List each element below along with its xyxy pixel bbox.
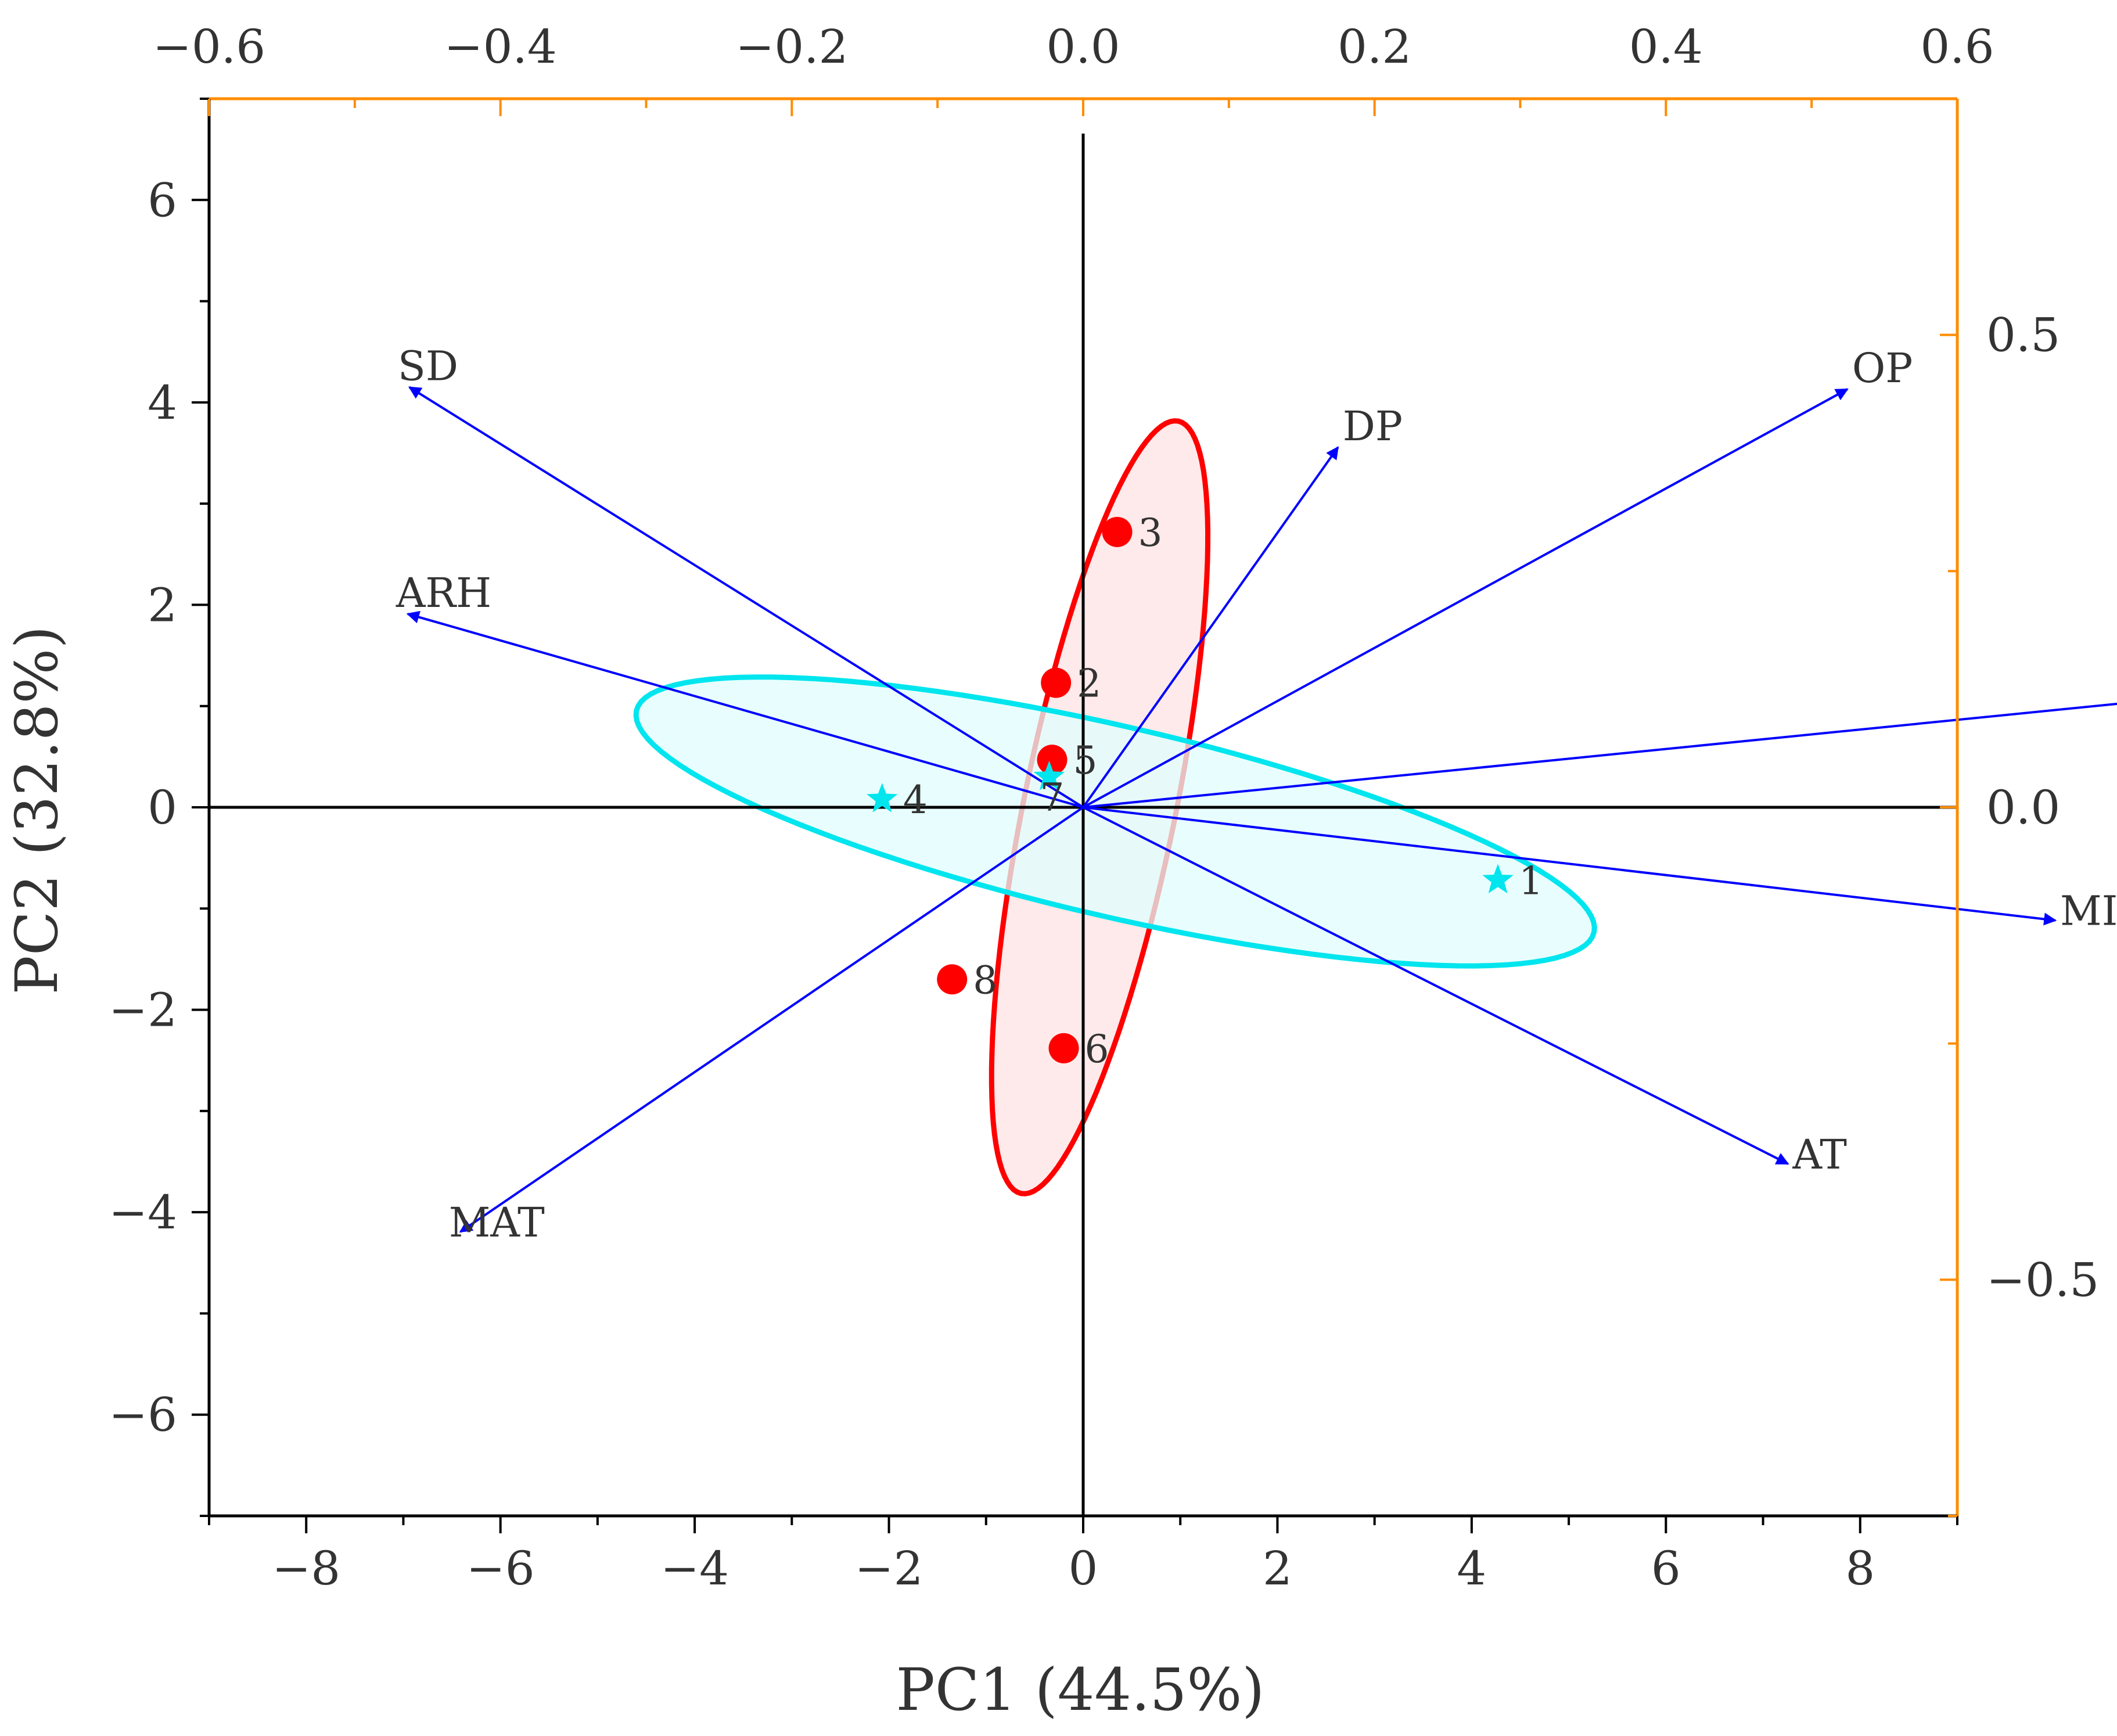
y-axis-title: PC2 (32.8%) xyxy=(3,626,71,995)
x-tick-label: 8 xyxy=(1845,1541,1875,1595)
sample-point-1 xyxy=(1482,864,1514,894)
top-tick-label: −0.4 xyxy=(444,20,557,74)
sample-point-7 xyxy=(1033,760,1065,790)
x-tick-label: −8 xyxy=(272,1541,340,1595)
loading-label-op: OP xyxy=(1852,344,1913,392)
loading-label-dp: DP xyxy=(1343,402,1403,450)
x-axis-title: PC1 (44.5%) xyxy=(896,1656,1265,1724)
loading-label-mat: MAT xyxy=(449,1199,545,1246)
x-tick-label: −6 xyxy=(466,1541,535,1595)
loading-arrow-dp xyxy=(1082,446,1339,808)
sample-label-4: 4 xyxy=(903,778,928,822)
sample-label-5: 5 xyxy=(1073,738,1097,783)
cyan-ellipse xyxy=(633,674,1597,969)
x-tick-label: 0 xyxy=(1069,1541,1098,1595)
sample-point-5 xyxy=(1037,745,1068,775)
y-tick-label: 0 xyxy=(148,781,177,835)
y-tick-label: −4 xyxy=(109,1185,177,1239)
sample-point-6 xyxy=(1048,1033,1079,1063)
loading-arrow-mit xyxy=(1083,806,2057,926)
top-tick-label: 0.6 xyxy=(1920,20,1994,74)
sample-point-4 xyxy=(867,783,898,813)
sample-label-8: 8 xyxy=(973,958,997,1002)
loading-label-sd: SD xyxy=(398,343,458,390)
axis-ticks xyxy=(192,98,1958,1533)
y-tick-label: 2 xyxy=(148,578,177,632)
sample-point-2 xyxy=(1041,667,1072,698)
sample-label-6: 6 xyxy=(1085,1027,1109,1072)
loading-label-at: AT xyxy=(1792,1131,1847,1178)
top-tick-label: 0.4 xyxy=(1629,20,1703,74)
right-tick-label: 0.0 xyxy=(1986,781,2060,835)
y-tick-label: −6 xyxy=(109,1388,177,1442)
sample-point-8 xyxy=(937,964,968,995)
loading-arrow-arh xyxy=(406,610,1084,808)
sample-point-3 xyxy=(1102,516,1133,547)
right-tick-label: 0.5 xyxy=(1986,308,2060,362)
right-tick-label: −0.5 xyxy=(1986,1253,2099,1307)
sample-label-2: 2 xyxy=(1077,662,1101,706)
loading-arrow-op xyxy=(1083,388,1849,808)
loading-arrow-mat xyxy=(459,806,1084,1233)
sample-label-7: 7 xyxy=(1040,775,1064,820)
x-tick-label: −2 xyxy=(855,1541,923,1595)
loading-label-mit: MIT xyxy=(2060,887,2117,935)
zero-lines xyxy=(209,134,1957,1516)
y-tick-label: 4 xyxy=(148,376,177,430)
sample-points: 3 2 5 8 6 4 7 1 xyxy=(867,511,1543,1072)
loading-vectors: SDDPOPARHAPMITATMAT xyxy=(396,343,2117,1246)
top-tick-label: −0.6 xyxy=(153,20,265,74)
loading-arrow-ap xyxy=(1083,702,2117,808)
top-tick-label: 0.2 xyxy=(1338,20,1411,74)
y-tick-label: 6 xyxy=(148,173,177,227)
loading-arrow-sd xyxy=(408,386,1084,808)
x-tick-label: −4 xyxy=(660,1541,729,1595)
sample-label-1: 1 xyxy=(1519,858,1543,903)
top-tick-label: 0.0 xyxy=(1046,20,1120,74)
sample-label-3: 3 xyxy=(1138,511,1163,555)
x-tick-label: 2 xyxy=(1263,1541,1292,1595)
top-tick-label: −0.2 xyxy=(735,20,848,74)
y-tick-label: −2 xyxy=(109,983,177,1037)
axis-labels: −8 −6 −4 −2 0 2 4 6 8 −6 −4 −2 0 2 4 6 −0.6 −0.4 −0.2 0.0 0.… xyxy=(109,20,2099,1595)
loading-arrow-at xyxy=(1083,806,1789,1165)
loading-label-arh: ARH xyxy=(396,569,491,617)
x-tick-label: 4 xyxy=(1457,1541,1486,1595)
x-tick-label: 6 xyxy=(1651,1541,1681,1595)
